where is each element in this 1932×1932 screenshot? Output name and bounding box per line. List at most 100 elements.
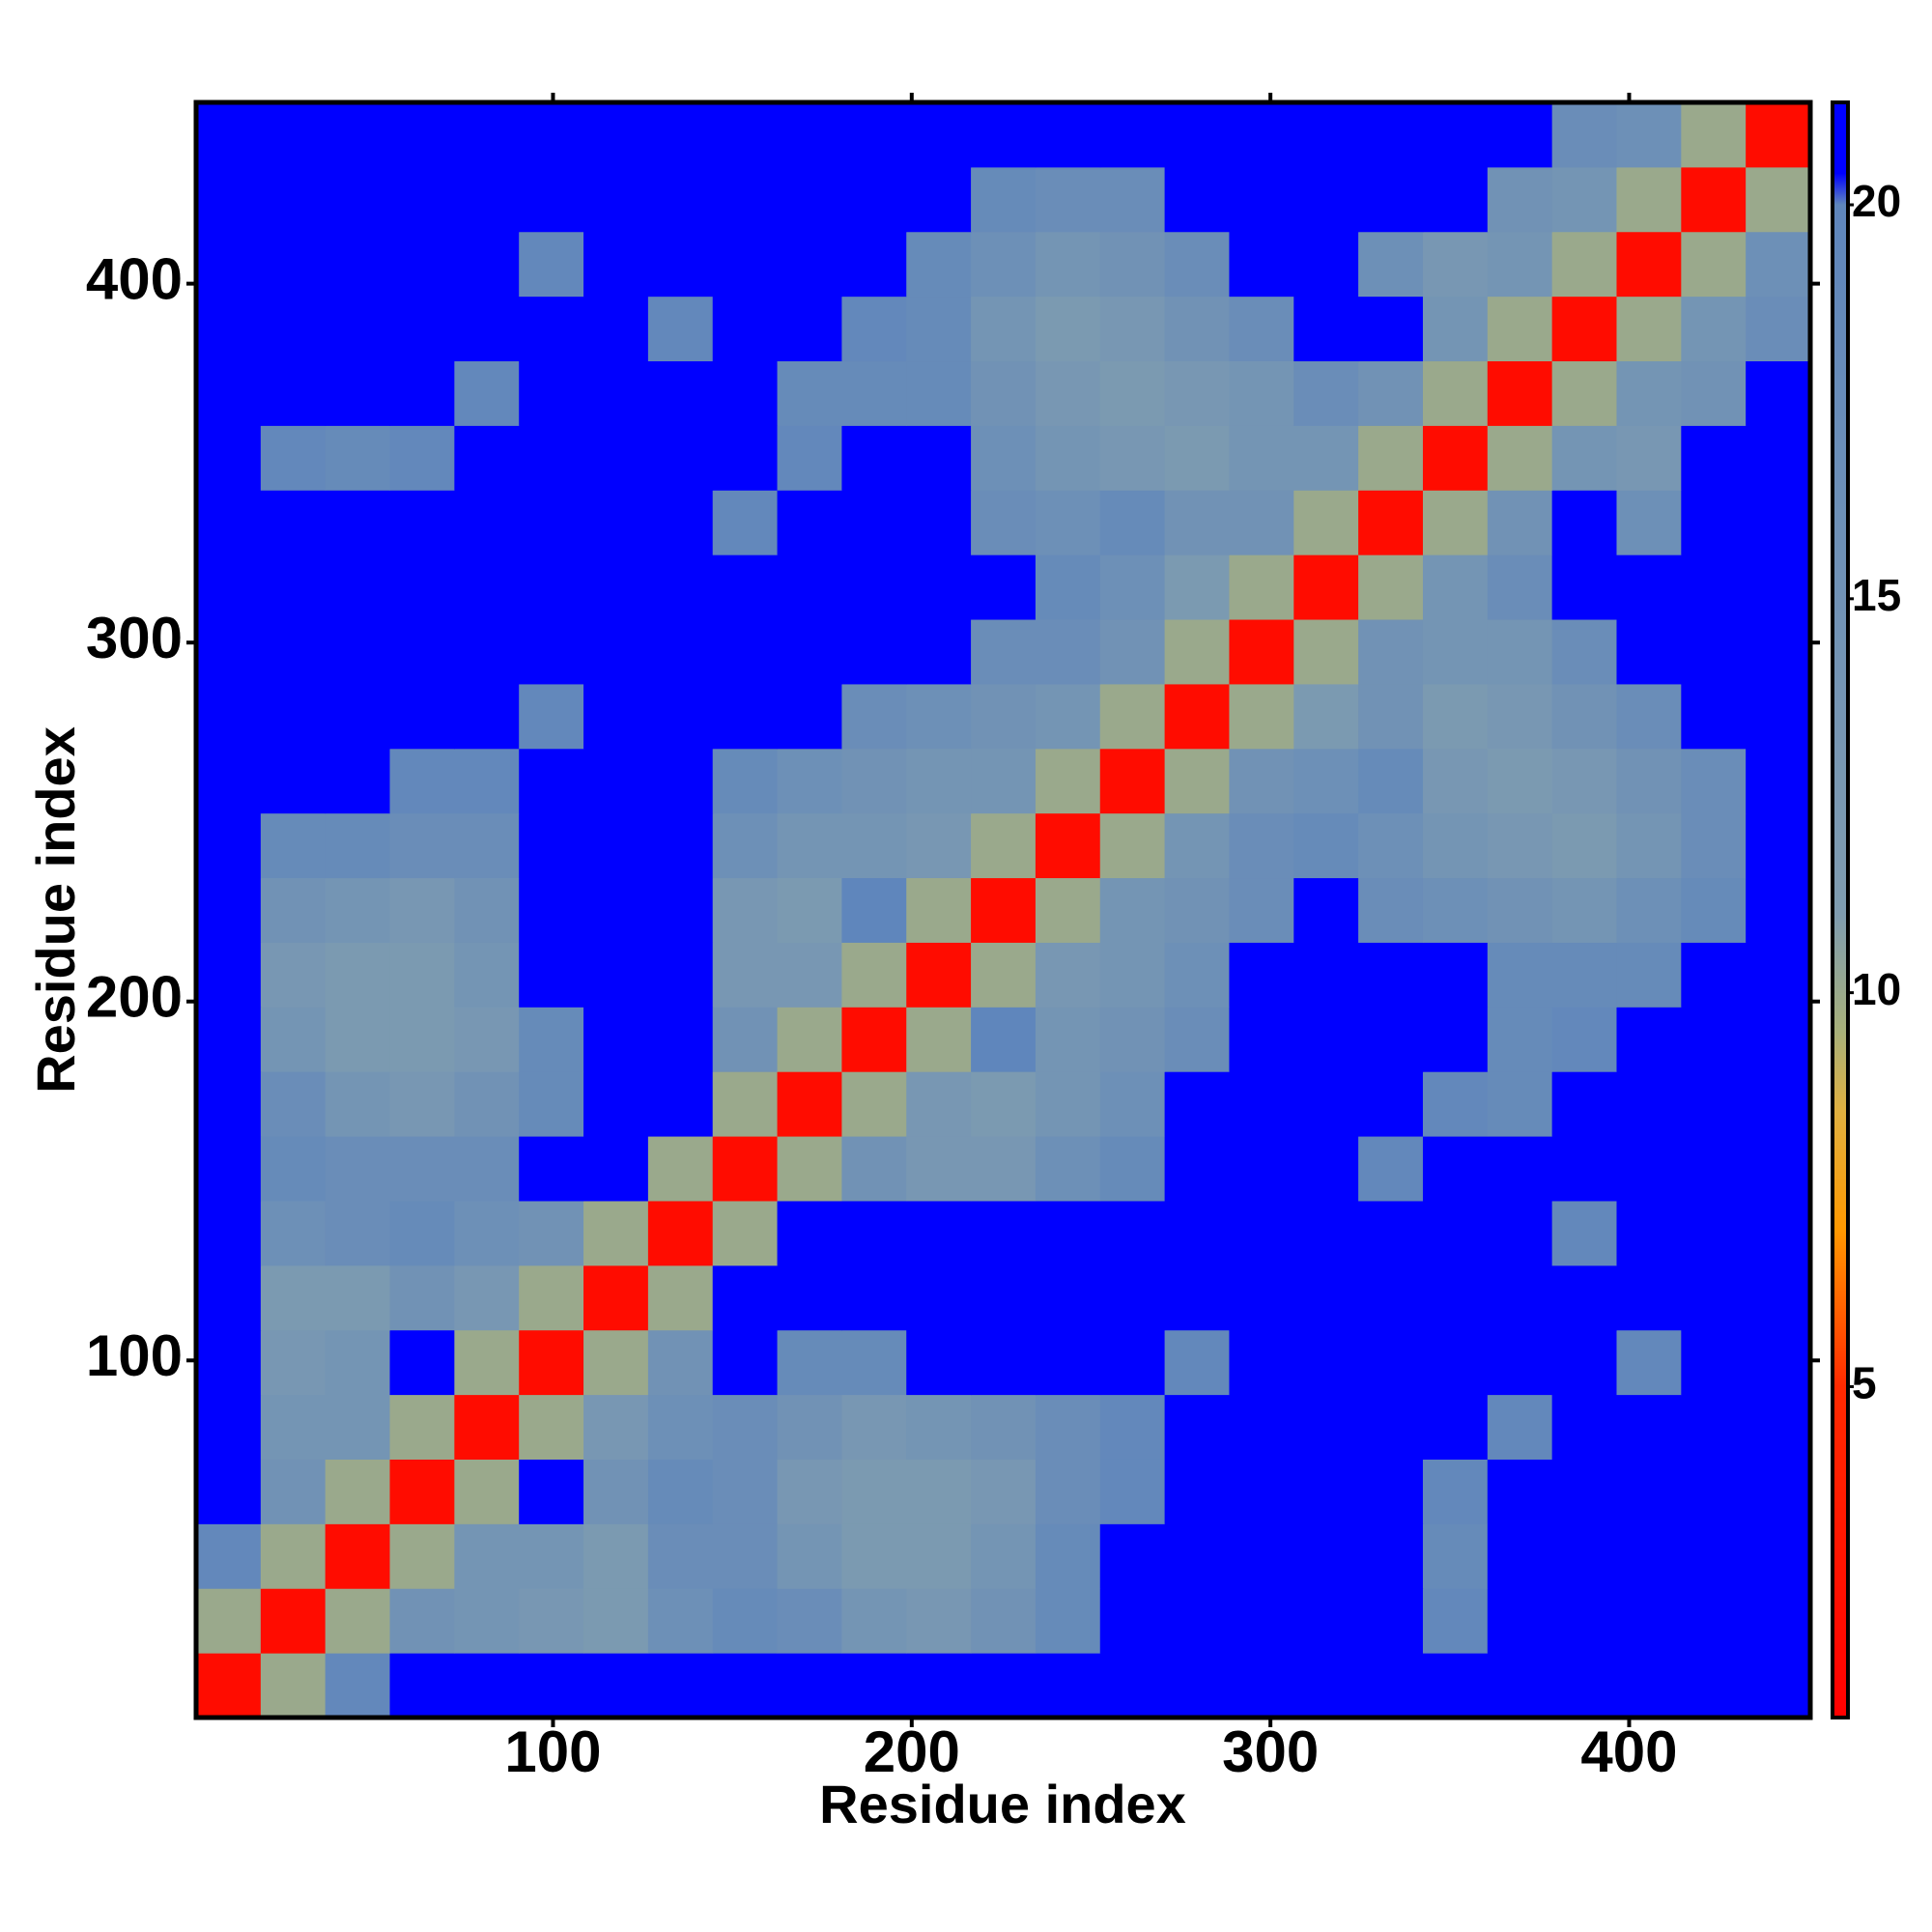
heatmap-cell (1681, 102, 1747, 168)
heatmap-cell (260, 166, 327, 233)
heatmap-cell (906, 1136, 972, 1202)
heatmap-cell (1551, 1007, 1617, 1072)
heatmap-cell (1229, 296, 1294, 362)
heatmap-cell (389, 748, 455, 814)
heatmap-cell (1035, 1200, 1101, 1266)
heatmap-cell (906, 360, 972, 426)
heatmap-cell (389, 425, 455, 491)
heatmap-cell (1681, 1523, 1747, 1589)
heatmap-cell (971, 1071, 1037, 1137)
heatmap-cell (1358, 490, 1424, 555)
heatmap-cell (196, 1071, 262, 1137)
heatmap-cell (1164, 1264, 1230, 1331)
heatmap-cell (1616, 1071, 1682, 1137)
heatmap-cell (454, 877, 520, 943)
x-axis-title: Residue index (819, 1774, 1186, 1834)
x-tick-label: 200 (864, 1719, 960, 1784)
heatmap-cell (777, 1329, 842, 1396)
heatmap-cell (841, 554, 907, 620)
heatmap-cell (647, 683, 714, 750)
heatmap-cell (1487, 1394, 1553, 1460)
heatmap-cell (971, 877, 1037, 943)
heatmap-cell (389, 1394, 455, 1460)
heatmap-cell (260, 1329, 327, 1396)
heatmap-cell (1358, 1200, 1424, 1266)
heatmap-cell (325, 360, 391, 426)
heatmap-cell (1681, 748, 1747, 814)
heatmap-cell (712, 1588, 779, 1654)
heatmap-cell (1099, 102, 1166, 168)
heatmap-cell (971, 748, 1037, 814)
heatmap-cell (1422, 554, 1489, 620)
heatmap-cell (647, 425, 714, 491)
heatmap-cell (1616, 360, 1682, 426)
heatmap-cell (260, 1588, 327, 1654)
heatmap-cell (841, 1007, 907, 1072)
heatmap-cell (1681, 1653, 1747, 1719)
heatmap-cell (1358, 1007, 1424, 1072)
heatmap-cell (971, 166, 1037, 233)
heatmap-cell (1293, 619, 1359, 685)
heatmap-cell (325, 812, 391, 879)
heatmap-cell (1551, 554, 1617, 620)
heatmap-cell (841, 360, 907, 426)
heatmap-cell (454, 748, 520, 814)
heatmap-cell (1551, 1394, 1617, 1460)
heatmap-cell (1422, 619, 1489, 685)
heatmap-cell (971, 683, 1037, 750)
heatmap-cell (971, 1653, 1037, 1719)
heatmap-cell (325, 1071, 391, 1137)
heatmap-cell (1164, 1007, 1230, 1072)
heatmap-cell (1164, 877, 1230, 943)
heatmap-cell (583, 942, 649, 1008)
heatmap-cell (1487, 1588, 1553, 1654)
heatmap-cell (196, 102, 262, 168)
heatmap-cell (519, 1588, 584, 1654)
heatmap-cell (325, 619, 391, 685)
heatmap-cell (389, 1136, 455, 1202)
heatmap-cell (1681, 554, 1747, 620)
heatmap-cell (260, 812, 327, 879)
y-tick-label: 300 (86, 606, 183, 670)
heatmap-cell (583, 1523, 649, 1589)
heatmap-cell (389, 360, 455, 426)
heatmap-cell (647, 1588, 714, 1654)
heatmap-cell (1746, 1071, 1811, 1137)
heatmap-cell (583, 296, 649, 362)
heatmap-cell (1422, 1588, 1489, 1654)
heatmap-cell (389, 942, 455, 1008)
heatmap-cell (1035, 812, 1101, 879)
heatmap-cell (971, 812, 1037, 879)
heatmap-cell (583, 877, 649, 943)
heatmap-cell (1099, 1071, 1166, 1137)
heatmap-cell (260, 1653, 327, 1719)
heatmap-cell (971, 1329, 1037, 1396)
heatmap-cell (1035, 360, 1101, 426)
heatmap-cell (260, 619, 327, 685)
heatmap-cell (712, 1329, 779, 1396)
heatmap-cell (1487, 490, 1553, 555)
heatmap-cell (260, 1523, 327, 1589)
heatmap-cell (519, 942, 584, 1008)
heatmap-cell (1229, 1200, 1294, 1266)
heatmap-cell (647, 877, 714, 943)
heatmap-cell (777, 619, 842, 685)
heatmap-cell (454, 166, 520, 233)
heatmap-cell (1229, 619, 1294, 685)
heatmap-cell (777, 1653, 842, 1719)
heatmap-cell (841, 1200, 907, 1266)
heatmap-cell (389, 554, 455, 620)
heatmap-cell (841, 231, 907, 298)
heatmap-cell (1746, 425, 1811, 491)
heatmap-cell (1293, 1588, 1359, 1654)
heatmap-cell (1099, 1329, 1166, 1396)
heatmap-cell (712, 425, 779, 491)
heatmap-cell (906, 1071, 972, 1137)
heatmap-cell (389, 877, 455, 943)
heatmap-cell (1616, 1200, 1682, 1266)
heatmap-cell (1035, 554, 1101, 620)
heatmap-cell (1164, 360, 1230, 426)
heatmap-cell (325, 1653, 391, 1719)
heatmap-cell (583, 1394, 649, 1460)
heatmap-cell (712, 1264, 779, 1331)
